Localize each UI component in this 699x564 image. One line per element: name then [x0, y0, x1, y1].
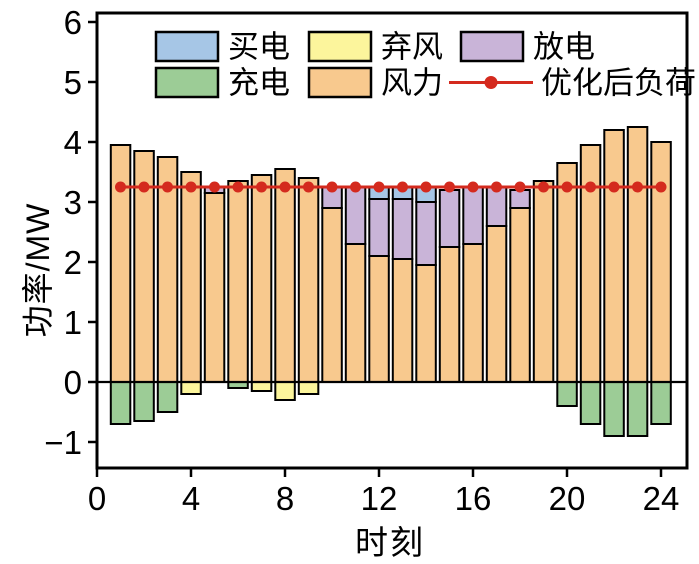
- legend-label-优化后负荷: 优化后负荷: [541, 66, 696, 101]
- legend-label-买电: 买电: [228, 30, 290, 65]
- x-tick-label: 12: [361, 480, 398, 517]
- bar-放电-hour-15: [438, 189, 461, 248]
- bar-风力-hour-20: [556, 162, 578, 383]
- bar-充电-hour-3: [156, 381, 179, 413]
- y-tick-label: 6: [64, 4, 82, 41]
- legend-swatch-放电: [459, 30, 525, 63]
- load-line-marker-hour-9: [303, 181, 314, 193]
- bar-风力-hour-18: [509, 207, 531, 383]
- bar-弃风-hour-9: [297, 381, 320, 395]
- bar-放电-hour-12: [368, 198, 390, 257]
- legend-swatch-充电: [154, 66, 220, 99]
- bar-弃风-hour-7: [250, 381, 273, 392]
- load-line-marker-hour-14: [420, 181, 432, 193]
- bar-充电-hour-22: [603, 381, 625, 437]
- legend-label-风力: 风力: [381, 66, 443, 101]
- bar-风力-hour-11: [344, 243, 367, 383]
- bar-风力-hour-8: [274, 168, 296, 383]
- bar-风力-hour-19: [532, 180, 555, 383]
- bar-充电-hour-2: [133, 381, 155, 422]
- bar-风力-hour-16: [462, 243, 484, 383]
- load-line-marker-hour-11: [350, 181, 361, 193]
- load-line-marker-hour-12: [373, 181, 385, 193]
- bar-风力-hour-13: [391, 258, 414, 383]
- load-line-marker-hour-6: [232, 181, 244, 193]
- y-tick-label: 2: [64, 244, 82, 281]
- bar-风力-hour-15: [438, 246, 461, 383]
- legend-swatch-买电: [154, 30, 220, 63]
- load-line-marker-hour-13: [397, 181, 408, 193]
- bar-风力-hour-14: [415, 264, 437, 383]
- load-line-marker-hour-24: [655, 181, 667, 193]
- bar-风力-hour-22: [603, 129, 625, 383]
- x-tick-label: 24: [643, 480, 680, 517]
- bar-风力-hour-1: [109, 144, 132, 383]
- x-tick-label: 16: [455, 480, 492, 517]
- load-line-marker-hour-5: [209, 181, 220, 193]
- load-line-marker-hour-21: [585, 181, 596, 193]
- x-tick-label: 4: [182, 480, 200, 517]
- bar-充电-hour-24: [650, 381, 672, 425]
- bar-放电-hour-14: [415, 201, 437, 266]
- load-line-marker-hour-23: [632, 181, 643, 193]
- load-line-marker-hour-8: [279, 181, 291, 193]
- load-line-marker-hour-20: [561, 181, 573, 193]
- bar-充电-hour-20: [556, 381, 578, 407]
- bar-放电-hour-16: [462, 186, 484, 245]
- bar-放电-hour-18: [509, 189, 531, 209]
- load-line-marker-hour-4: [185, 181, 197, 193]
- bar-风力-hour-24: [650, 141, 672, 383]
- legend-label-充电: 充电: [228, 66, 290, 101]
- load-line-marker-hour-7: [256, 181, 267, 193]
- x-tick-label: 0: [88, 480, 106, 517]
- load-line-marker-hour-3: [162, 181, 173, 193]
- bar-风力-hour-7: [250, 174, 273, 383]
- load-line-marker-hour-16: [467, 181, 479, 193]
- bar-充电-hour-21: [579, 381, 602, 425]
- load-line-marker-hour-19: [538, 181, 549, 193]
- load-line-marker-hour-15: [444, 181, 455, 193]
- bar-风力-hour-17: [485, 225, 508, 383]
- bar-放电-hour-13: [391, 198, 414, 260]
- load-line-marker-hour-2: [138, 181, 150, 193]
- bar-弃风-hour-8: [274, 381, 296, 401]
- bar-风力-hour-6: [227, 180, 249, 383]
- legend-swatch-风力: [307, 66, 373, 99]
- bar-风力-hour-21: [579, 144, 602, 383]
- load-line-marker-hour-1: [115, 181, 126, 193]
- x-tick-label: 20: [549, 480, 586, 517]
- bar-弃风-hour-4: [180, 381, 202, 395]
- legend-label-弃风: 弃风: [381, 30, 443, 65]
- y-tick-label: 5: [64, 64, 82, 101]
- load-line-marker-hour-18: [514, 181, 526, 193]
- y-tick-label: 3: [64, 184, 82, 221]
- bar-放电-hour-17: [485, 186, 508, 227]
- bar-充电-hour-1: [109, 381, 132, 425]
- legend-label-放电: 放电: [533, 30, 595, 65]
- bar-风力-hour-9: [297, 177, 320, 383]
- load-line-marker-hour-22: [608, 181, 620, 193]
- y-axis-title: 功率/MW: [20, 202, 56, 338]
- bar-风力-hour-10: [321, 207, 343, 383]
- legend-line-marker: [484, 76, 498, 89]
- legend-swatch-弃风: [307, 30, 373, 63]
- bar-充电-hour-23: [626, 381, 649, 437]
- y-tick-label: 4: [64, 124, 82, 161]
- y-tick-label: 1: [64, 304, 82, 341]
- load-line-marker-hour-17: [491, 181, 502, 193]
- bar-放电-hour-11: [344, 186, 367, 245]
- x-tick-label: 8: [276, 480, 294, 517]
- bar-风力-hour-5: [203, 192, 226, 383]
- bar-风力-hour-4: [180, 171, 202, 383]
- y-tick-label: −1: [44, 424, 82, 461]
- bar-风力-hour-23: [626, 126, 649, 383]
- x-axis-title: 时刻: [355, 524, 425, 561]
- y-tick-label: 0: [64, 364, 82, 401]
- load-line-marker-hour-10: [326, 181, 338, 193]
- plot-border: [95, 11, 689, 470]
- bar-风力-hour-12: [368, 255, 390, 383]
